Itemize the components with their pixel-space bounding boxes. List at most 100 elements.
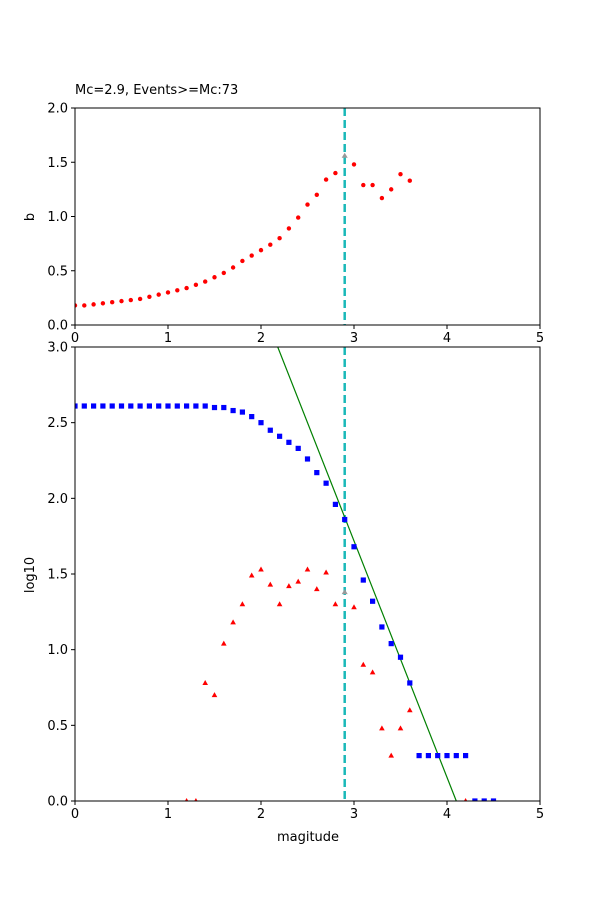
- cumulative-point: [249, 414, 255, 420]
- bottom-highlight-point: [341, 589, 348, 595]
- cumulative-point: [174, 403, 180, 409]
- b-value-point: [119, 298, 124, 304]
- bottom-ytick-label: 3.0: [47, 341, 68, 356]
- bottom-ytick-label: 2.0: [47, 492, 68, 507]
- top-plot-area: [75, 108, 412, 325]
- fit-line: [277, 347, 457, 801]
- top-axes-frame: [74, 107, 541, 326]
- noncumulative-point: [388, 752, 394, 758]
- b-value-point: [184, 285, 189, 291]
- cumulative-point: [193, 403, 199, 409]
- cumulative-point: [202, 403, 208, 409]
- cumulative-point: [75, 403, 78, 409]
- bottom-xtick-label: 2: [257, 807, 265, 822]
- noncumulative-point: [286, 583, 292, 589]
- cumulative-point: [444, 753, 450, 759]
- noncumulative-point: [239, 601, 246, 607]
- top-xtick-label: 0: [71, 331, 79, 346]
- cumulative-point: [453, 753, 459, 759]
- bottom-xtick-label: 4: [443, 807, 451, 822]
- b-value-point: [230, 265, 236, 270]
- top-ytick-label: 0.5: [47, 264, 68, 279]
- bottom-xtick-label: 5: [536, 807, 544, 822]
- cumulative-point: [388, 641, 394, 647]
- cumulative-point: [370, 598, 376, 604]
- b-value-point: [137, 296, 143, 302]
- noncumulative-point: [202, 679, 208, 685]
- cumulative-point: [118, 403, 125, 409]
- bottom-xtick-label: 1: [164, 807, 172, 822]
- noncumulative-point: [267, 581, 274, 587]
- bottom-ytick-label: 2.5: [47, 416, 68, 431]
- b-value-point: [193, 282, 199, 288]
- cumulative-point: [286, 439, 292, 445]
- cumulative-point: [481, 798, 487, 801]
- cumulative-point: [379, 624, 385, 630]
- cumulative-point: [109, 403, 115, 409]
- cumulative-point: [397, 654, 404, 660]
- cumulative-point: [230, 407, 236, 414]
- b-value-point: [277, 236, 282, 241]
- bottom-ytick-label: 1.0: [47, 643, 68, 658]
- noncumulative-point: [276, 601, 283, 607]
- noncumulative-point: [463, 798, 468, 801]
- top-xtick-label: 5: [536, 331, 544, 346]
- b-value-point: [407, 178, 412, 183]
- noncumulative-point: [258, 566, 264, 572]
- cumulative-point: [184, 403, 190, 409]
- noncumulative-point: [332, 601, 339, 607]
- noncumulative-point: [360, 661, 367, 667]
- b-value-point: [91, 302, 96, 307]
- top-ytick-label: 2.0: [47, 102, 68, 117]
- b-value-point: [268, 242, 273, 247]
- noncumulative-point: [397, 725, 404, 731]
- cumulative-point: [407, 680, 413, 686]
- noncumulative-point: [221, 640, 227, 646]
- b-value-point: [128, 297, 133, 303]
- cumulative-point: [342, 516, 348, 523]
- b-value-point: [333, 170, 338, 176]
- cumulative-point: [323, 480, 329, 486]
- cumulative-point: [239, 409, 245, 415]
- log10-plot: 0 1 2 3 4 5 0.0 0.5 1.0 1.5 2.0 2.5 3.0: [47, 341, 544, 823]
- cumulative-point: [295, 445, 301, 451]
- top-highlight-point: [341, 152, 348, 158]
- b-value-point: [240, 258, 245, 264]
- bottom-axes-frame: [74, 346, 541, 802]
- b-value-point: [175, 288, 180, 293]
- b-value-point: [286, 226, 292, 231]
- cumulative-point: [435, 753, 441, 759]
- b-value-point: [323, 177, 329, 182]
- top-chart-title: Mc=2.9, Events>=Mc:73: [75, 83, 238, 98]
- cumulative-point: [490, 798, 497, 801]
- noncumulative-point: [194, 798, 198, 801]
- b-value-point: [258, 247, 264, 253]
- cumulative-point: [472, 798, 478, 801]
- bottom-plot-area: [75, 347, 497, 801]
- bottom-xtick-label: 0: [71, 807, 79, 822]
- b-value-point: [389, 187, 394, 192]
- b-value-point: [100, 301, 106, 306]
- top-ytick-label: 1.5: [47, 156, 68, 171]
- b-value-point: [379, 195, 385, 201]
- b-value-point: [221, 270, 226, 276]
- noncumulative-point: [379, 725, 385, 731]
- b-value-point: [398, 171, 403, 177]
- cumulative-point: [360, 577, 366, 583]
- bottom-ytick-label: 0.0: [47, 795, 68, 810]
- b-value-point: [212, 275, 217, 280]
- cumulative-point: [81, 403, 87, 409]
- bottom-y-axis-label: log10: [23, 557, 38, 593]
- cumulative-point: [258, 420, 264, 426]
- top-xtick-label: 4: [443, 331, 451, 346]
- b-value-point: [296, 215, 301, 220]
- b-value-point: [314, 192, 319, 197]
- b-value-point: [249, 253, 254, 258]
- noncumulative-point: [230, 619, 236, 625]
- noncumulative-point: [314, 586, 320, 592]
- b-value-plot: 0 1 2 3 4 5 0.0 0.5 1.0 1.5 2.0: [47, 102, 544, 347]
- cumulative-point: [137, 403, 143, 409]
- top-xtick-label: 2: [257, 331, 265, 346]
- b-value-point: [351, 162, 357, 167]
